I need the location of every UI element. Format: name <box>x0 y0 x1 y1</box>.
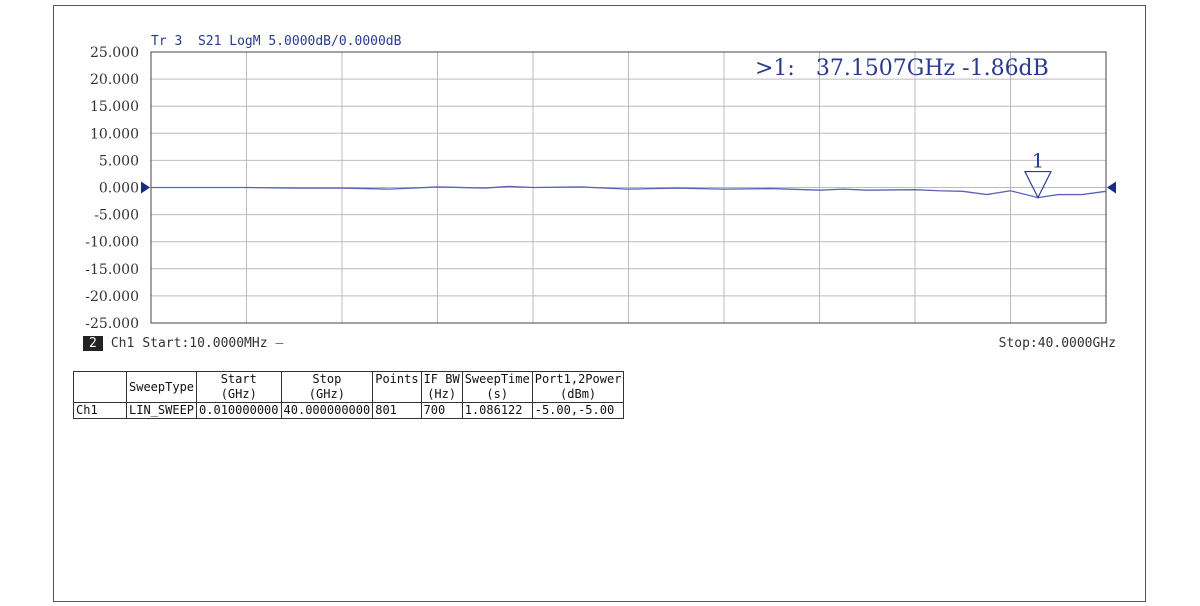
cell-line: Stop <box>312 372 342 386</box>
y-tick-label: 25.000 <box>90 45 139 61</box>
cell-line: SweepTime <box>464 372 530 386</box>
y-tick-label: 20.000 <box>90 72 139 88</box>
trace-line <box>151 185 1107 199</box>
y-tick-label: 0.000 <box>99 181 139 197</box>
cell: IF BW (Hz) <box>420 371 463 403</box>
cell: Points <box>372 371 422 403</box>
cell: 700 <box>420 402 463 419</box>
cell-line: (s) <box>486 387 509 401</box>
cell-line: Start <box>220 372 257 386</box>
y-tick-label: -5.000 <box>94 208 139 224</box>
cell: Port1,2Power (dBm) <box>531 371 625 403</box>
y-tick-label: 15.000 <box>90 99 139 115</box>
cell: SweepType <box>125 371 198 403</box>
y-tick-label: 5.000 <box>99 153 139 169</box>
sweep-table: SweepType Start (GHz) Stop (GHz) Points IF… <box>73 371 625 419</box>
marker-label: 1 <box>1032 149 1045 173</box>
cell: 40.000000000 <box>280 402 374 419</box>
trace-header: Tr 3 S21 LogM 5.0000dB/0.0000dB <box>151 34 402 49</box>
marker-icon <box>1023 170 1052 199</box>
cell: LIN_SWEEP <box>125 402 198 419</box>
cell-line: Port1,2Power <box>534 372 622 386</box>
y-tick-label: -15.000 <box>85 262 139 278</box>
cell-line: (Hz) <box>427 387 457 401</box>
ref-left-icon <box>141 181 150 194</box>
channel-name: Ch1 <box>110 336 135 351</box>
y-tick-label: -25.000 <box>85 316 139 332</box>
channel-label: 2 Ch1 Start:10.0000MHz — <box>83 336 283 351</box>
start-freq: Start:10.0000MHz <box>142 336 268 351</box>
cell: -5.00,-5.00 <box>531 402 625 419</box>
y-tick-label: -10.000 <box>85 235 139 251</box>
y-tick-label: -20.000 <box>85 289 139 305</box>
cell-line: (dBm) <box>560 387 597 401</box>
marker-readout: >1: 37.1507GHz -1.86dB <box>755 56 1049 81</box>
ref-right-icon <box>1107 181 1116 194</box>
cell: 801 <box>372 402 422 419</box>
cell: SweepTime (s) <box>461 371 533 403</box>
cell: Ch1 <box>73 402 127 419</box>
y-tick-label: 10.000 <box>90 126 139 142</box>
cell-line: IF BW <box>423 372 460 386</box>
channel-number[interactable]: 2 <box>83 336 103 351</box>
cell-line: (GHz) <box>308 387 345 401</box>
frame <box>53 5 1146 602</box>
table-row: Ch1 LIN_SWEEP 0.010000000 40.000000000 8… <box>73 402 625 419</box>
dash-icon: — <box>275 336 284 351</box>
table-header-row: SweepType Start (GHz) Stop (GHz) Points IF… <box>73 371 625 403</box>
cell: Start (GHz) <box>196 371 282 403</box>
cell: 1.086122 <box>461 402 533 419</box>
cell: 0.010000000 <box>196 402 282 419</box>
stop-freq: Stop:40.0000GHz <box>998 336 1116 351</box>
cell-line: (GHz) <box>220 387 257 401</box>
cell: Stop (GHz) <box>280 371 374 403</box>
cell <box>73 371 127 403</box>
